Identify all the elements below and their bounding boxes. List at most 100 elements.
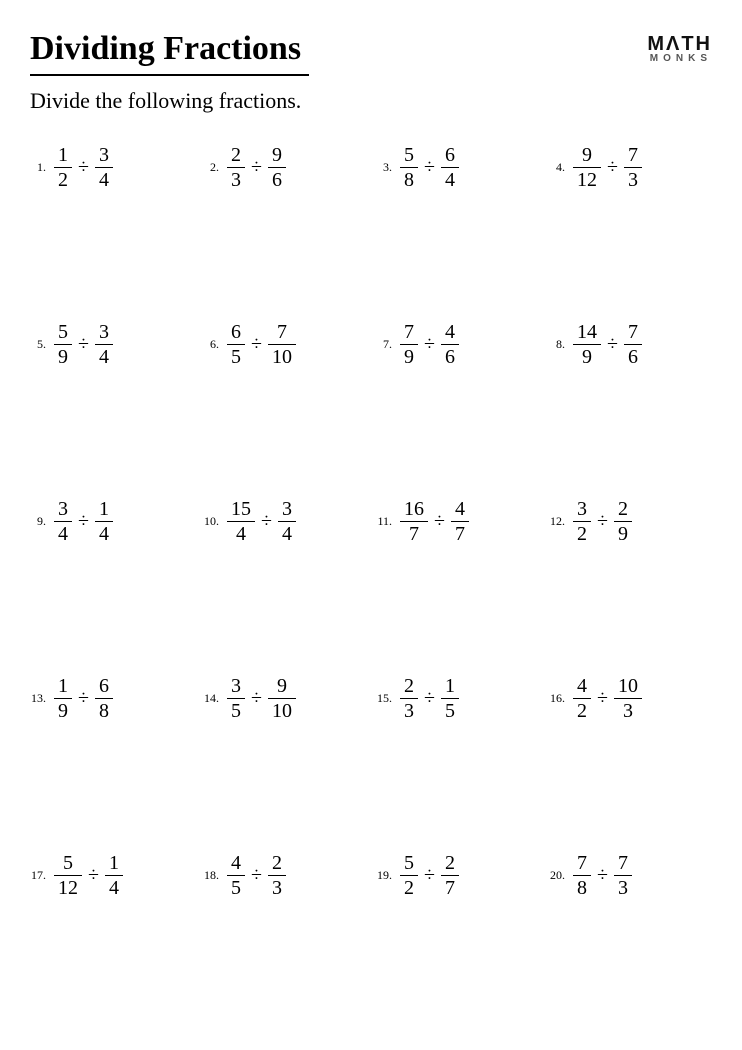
- fraction-numerator: 5: [59, 852, 77, 875]
- fraction-denominator: 10: [268, 345, 296, 368]
- brand-logo-top: MΛTH: [647, 34, 712, 54]
- problem: 4.912÷73: [549, 144, 712, 191]
- fraction-denominator: 8: [400, 168, 418, 191]
- divide-operator: ÷: [434, 510, 445, 533]
- fraction-denominator: 4: [95, 168, 113, 191]
- fraction-denominator: 9: [54, 699, 72, 722]
- fraction-denominator: 7: [405, 522, 423, 545]
- fraction-denominator: 5: [441, 699, 459, 722]
- divide-operator: ÷: [424, 687, 435, 710]
- divide-operator: ÷: [424, 156, 435, 179]
- fraction-denominator: 10: [268, 699, 296, 722]
- fraction: 96: [268, 144, 286, 191]
- problem: 8.149÷76: [549, 321, 712, 368]
- divide-operator: ÷: [251, 687, 262, 710]
- fraction: 78: [573, 852, 591, 899]
- fraction-denominator: 3: [614, 876, 632, 899]
- divide-operator: ÷: [597, 510, 608, 533]
- problem: 18.45÷23: [203, 852, 366, 899]
- problem: 20.78÷73: [549, 852, 712, 899]
- fraction-denominator: 6: [441, 345, 459, 368]
- fraction: 58: [400, 144, 418, 191]
- fraction-numerator: 2: [400, 675, 418, 698]
- divide-operator: ÷: [251, 864, 262, 887]
- fraction-denominator: 2: [573, 699, 591, 722]
- fraction-numerator: 1: [54, 675, 72, 698]
- fraction-denominator: 9: [400, 345, 418, 368]
- divide-operator: ÷: [78, 333, 89, 356]
- fraction-numerator: 6: [441, 144, 459, 167]
- fraction-numerator: 4: [573, 675, 591, 698]
- fraction-denominator: 2: [400, 876, 418, 899]
- fraction: 64: [441, 144, 459, 191]
- fraction: 103: [614, 675, 642, 722]
- divide-operator: ÷: [424, 864, 435, 887]
- problem: 13. 19 ÷ 68: [30, 675, 193, 722]
- fraction: 42: [573, 675, 591, 722]
- fraction-numerator: 3: [95, 321, 113, 344]
- problem-number: 9.: [30, 514, 46, 529]
- fraction-numerator: 7: [624, 321, 642, 344]
- fraction-denominator: 6: [268, 168, 286, 191]
- problem-number: 11.: [376, 514, 392, 529]
- fraction-numerator: 16: [400, 498, 428, 521]
- fraction: 23: [400, 675, 418, 722]
- problem: 16.42÷103: [549, 675, 712, 722]
- fraction: 512: [54, 852, 82, 899]
- fraction: 65: [227, 321, 245, 368]
- fraction-numerator: 9: [273, 675, 291, 698]
- fraction-numerator: 2: [614, 498, 632, 521]
- fraction-denominator: 9: [578, 345, 596, 368]
- fraction: 15: [441, 675, 459, 722]
- problem: 2.23÷96: [203, 144, 366, 191]
- fraction: 68: [95, 675, 113, 722]
- fraction: 19: [54, 675, 72, 722]
- fraction-numerator: 1: [105, 852, 123, 875]
- problem-number: 18.: [203, 868, 219, 883]
- fraction-numerator: 2: [227, 144, 245, 167]
- fraction: 35: [227, 675, 245, 722]
- fraction-numerator: 7: [400, 321, 418, 344]
- problem-number: 14.: [203, 691, 219, 706]
- fraction-denominator: 4: [441, 168, 459, 191]
- fraction: 79: [400, 321, 418, 368]
- problem: 14. 35 ÷ 910: [203, 675, 366, 722]
- fraction: 46: [441, 321, 459, 368]
- fraction-denominator: 4: [95, 345, 113, 368]
- problem-number: 12.: [549, 514, 565, 529]
- fraction-numerator: 6: [95, 675, 113, 698]
- fraction-numerator: 9: [578, 144, 596, 167]
- fraction-denominator: 12: [573, 168, 601, 191]
- fraction-numerator: 3: [278, 498, 296, 521]
- divide-operator: ÷: [607, 156, 618, 179]
- problem-number: 13.: [30, 691, 46, 706]
- fraction: 910: [268, 675, 296, 722]
- fraction: 23: [268, 852, 286, 899]
- fraction: 12: [54, 144, 72, 191]
- fraction-numerator: 3: [54, 498, 72, 521]
- problem-number: 10.: [203, 514, 219, 529]
- fraction-numerator: 3: [227, 675, 245, 698]
- fraction-denominator: 3: [227, 168, 245, 191]
- fraction-denominator: 8: [95, 699, 113, 722]
- fraction-denominator: 3: [400, 699, 418, 722]
- fraction: 34: [54, 498, 72, 545]
- fraction-numerator: 2: [268, 852, 286, 875]
- fraction-denominator: 7: [451, 522, 469, 545]
- fraction-denominator: 2: [54, 168, 72, 191]
- divide-operator: ÷: [78, 510, 89, 533]
- problem-number: 1.: [30, 160, 46, 175]
- divide-operator: ÷: [88, 864, 99, 887]
- fraction-numerator: 7: [614, 852, 632, 875]
- problem-number: 5.: [30, 337, 46, 352]
- fraction: 34: [95, 144, 113, 191]
- problem: 5.59÷34: [30, 321, 193, 368]
- fraction-denominator: 5: [227, 876, 245, 899]
- divide-operator: ÷: [78, 687, 89, 710]
- problem-number: 2.: [203, 160, 219, 175]
- fraction-numerator: 15: [227, 498, 255, 521]
- problem: 12.32÷29: [549, 498, 712, 545]
- fraction-numerator: 9: [268, 144, 286, 167]
- fraction-numerator: 14: [573, 321, 601, 344]
- fraction: 912: [573, 144, 601, 191]
